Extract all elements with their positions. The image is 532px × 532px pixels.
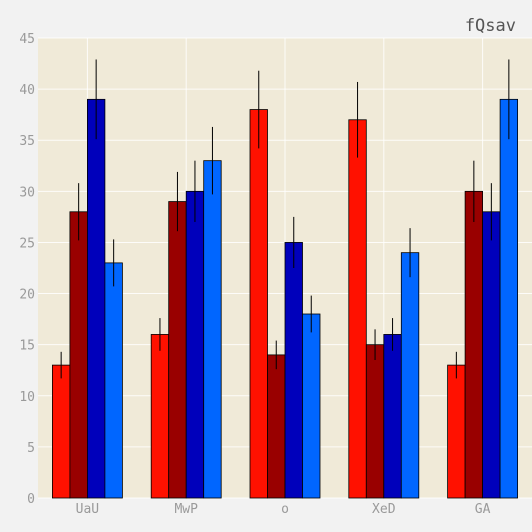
y-tick-label: 10 bbox=[19, 390, 35, 405]
bar bbox=[185, 190, 205, 499]
bar bbox=[150, 334, 170, 499]
bar bbox=[302, 313, 321, 499]
bar bbox=[87, 98, 106, 499]
bar bbox=[400, 252, 420, 499]
bar bbox=[348, 119, 367, 499]
bar bbox=[464, 190, 484, 499]
x-tick-label: o bbox=[281, 502, 289, 517]
y-tick-label: 5 bbox=[27, 441, 35, 456]
x-tick-label: UaU bbox=[76, 502, 99, 517]
bar bbox=[69, 211, 88, 499]
bar bbox=[499, 98, 519, 499]
bar bbox=[365, 344, 385, 499]
chart-title: fQsav bbox=[465, 16, 516, 36]
y-axis-ticks: 0 5 10 15 20 25 30 35 40 45 bbox=[19, 32, 35, 507]
bar bbox=[284, 242, 303, 499]
x-tick-label: GA bbox=[475, 502, 491, 517]
x-tick-label: MwP bbox=[174, 502, 198, 517]
bar bbox=[52, 364, 71, 499]
bar bbox=[482, 211, 501, 499]
y-tick-label: 15 bbox=[19, 339, 35, 354]
bar bbox=[267, 354, 286, 499]
y-tick-label: 20 bbox=[19, 288, 35, 303]
bar bbox=[203, 160, 222, 499]
y-tick-label: 45 bbox=[19, 32, 35, 47]
error-bars bbox=[60, 59, 510, 379]
bar bbox=[104, 262, 123, 499]
y-tick-label: 25 bbox=[19, 236, 35, 251]
bar bbox=[249, 109, 268, 499]
bar bbox=[447, 364, 466, 499]
bar bbox=[168, 201, 187, 499]
bar bbox=[383, 334, 402, 499]
y-tick-label: 40 bbox=[19, 83, 35, 98]
y-tick-label: 30 bbox=[19, 185, 35, 200]
y-tick-label: 0 bbox=[27, 492, 35, 507]
x-axis-ticks: UaU MwP o XeD GA bbox=[76, 502, 491, 517]
x-tick-label: XeD bbox=[372, 502, 396, 517]
y-tick-label: 35 bbox=[19, 134, 35, 149]
